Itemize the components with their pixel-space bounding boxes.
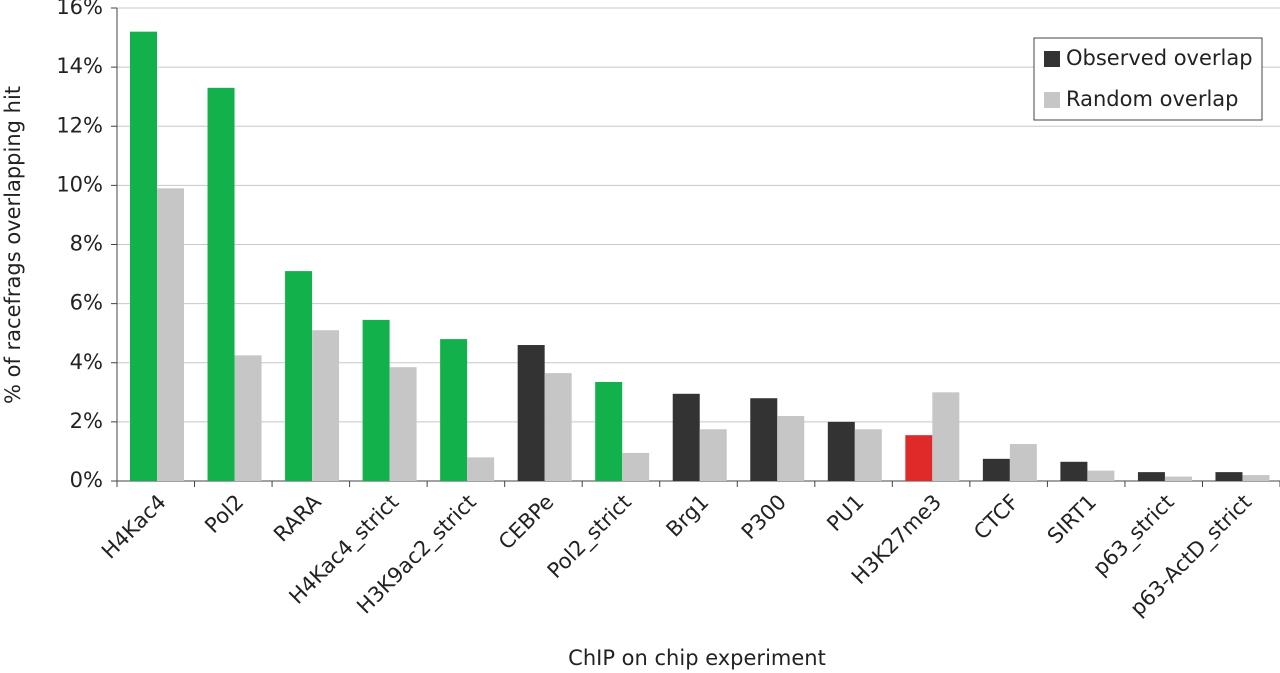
bar xyxy=(362,319,390,481)
y-tick-label: 2% xyxy=(70,409,103,433)
legend-label: Random overlap xyxy=(1066,87,1238,111)
x-tick-label: CTCF xyxy=(969,490,1023,544)
y-tick-label: 10% xyxy=(56,172,103,196)
y-tick-label: 8% xyxy=(70,232,103,256)
x-tick-label: PU1 xyxy=(822,490,868,536)
bar xyxy=(1215,472,1243,481)
bar xyxy=(699,429,727,481)
x-tick-label: Pol2_strict xyxy=(543,490,637,584)
x-tick-label: H4Kac4 xyxy=(97,490,171,564)
y-tick-label: 6% xyxy=(70,291,103,315)
x-axis-title: ChIP on chip experiment xyxy=(568,646,826,670)
legend-box xyxy=(1033,37,1263,121)
bar xyxy=(517,345,545,481)
bar xyxy=(777,415,805,481)
bar xyxy=(1164,476,1192,481)
bar xyxy=(467,457,495,481)
y-tick-label: 12% xyxy=(56,113,103,137)
bar xyxy=(827,421,855,481)
bar xyxy=(595,381,623,481)
bar xyxy=(1087,470,1115,481)
x-tick-label: CEBPe xyxy=(494,490,558,554)
bar xyxy=(905,435,933,481)
y-tick-label: 14% xyxy=(56,54,103,78)
bar xyxy=(440,339,468,481)
bar xyxy=(1009,444,1037,481)
legend-swatch xyxy=(1044,51,1060,67)
bar xyxy=(854,429,882,481)
x-tick-label: Pol2 xyxy=(200,490,248,538)
bar xyxy=(982,458,1010,481)
y-tick-label: 0% xyxy=(70,468,103,492)
bar xyxy=(130,31,157,482)
bar xyxy=(1137,472,1165,481)
y-tick-label: 16% xyxy=(56,0,103,19)
legend-label: Observed overlap xyxy=(1066,46,1253,70)
bar xyxy=(207,87,235,481)
x-tick-label: Brg1 xyxy=(662,490,714,542)
bar xyxy=(1242,475,1270,481)
bar xyxy=(750,398,778,481)
bar xyxy=(389,367,417,481)
bar xyxy=(285,271,313,481)
bar xyxy=(1060,461,1088,481)
y-tick-label: 4% xyxy=(70,350,103,374)
x-tick-label: SIRT1 xyxy=(1043,490,1102,549)
bar xyxy=(312,330,340,481)
y-axis-title: % of racefrags overlapping hit xyxy=(1,86,25,404)
bar xyxy=(932,392,960,481)
x-tick-label: P300 xyxy=(737,490,791,544)
x-tick-label: RARA xyxy=(269,489,326,546)
bar xyxy=(622,452,650,481)
legend-swatch xyxy=(1044,92,1060,108)
bar xyxy=(544,373,572,481)
bar xyxy=(157,188,184,482)
bar xyxy=(672,393,700,481)
bar xyxy=(234,355,262,481)
